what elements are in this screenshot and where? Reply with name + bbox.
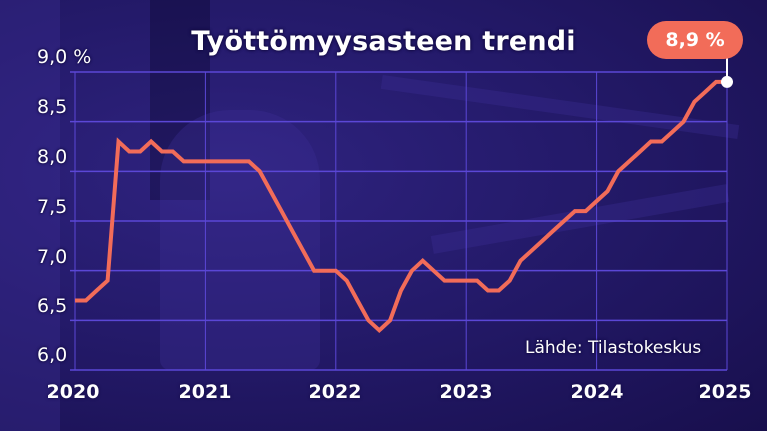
chart-title: Työttömyysasteen trendi (191, 26, 576, 57)
latest-value-badge: 8,9 % (647, 21, 743, 59)
x-tick-label: 2024 (570, 381, 624, 403)
y-tick-label: 6,0 (37, 344, 68, 366)
y-tick-label: 9,0 % (37, 46, 92, 68)
y-tick-label: 7,0 (37, 246, 68, 268)
background-shape (0, 0, 60, 431)
source-label: Lähde: Tilastokeskus (525, 338, 702, 358)
x-tick-label: 2025 (698, 381, 752, 403)
x-tick-label: 2021 (178, 381, 232, 403)
y-tick-label: 8,0 (37, 146, 68, 168)
background-shape (150, 0, 210, 200)
y-tick-label: 6,5 (37, 295, 68, 317)
background-worker-shape (160, 110, 320, 370)
x-tick-label: 2022 (308, 381, 362, 403)
end-point-marker (721, 75, 733, 88)
x-tick-label: 2020 (46, 381, 100, 403)
grid-lines (70, 71, 728, 371)
y-tick-label: 8,5 (37, 96, 68, 118)
y-tick-label: 7,5 (37, 196, 68, 218)
x-tick-label: 2023 (439, 381, 493, 403)
trend-line (75, 79, 727, 334)
